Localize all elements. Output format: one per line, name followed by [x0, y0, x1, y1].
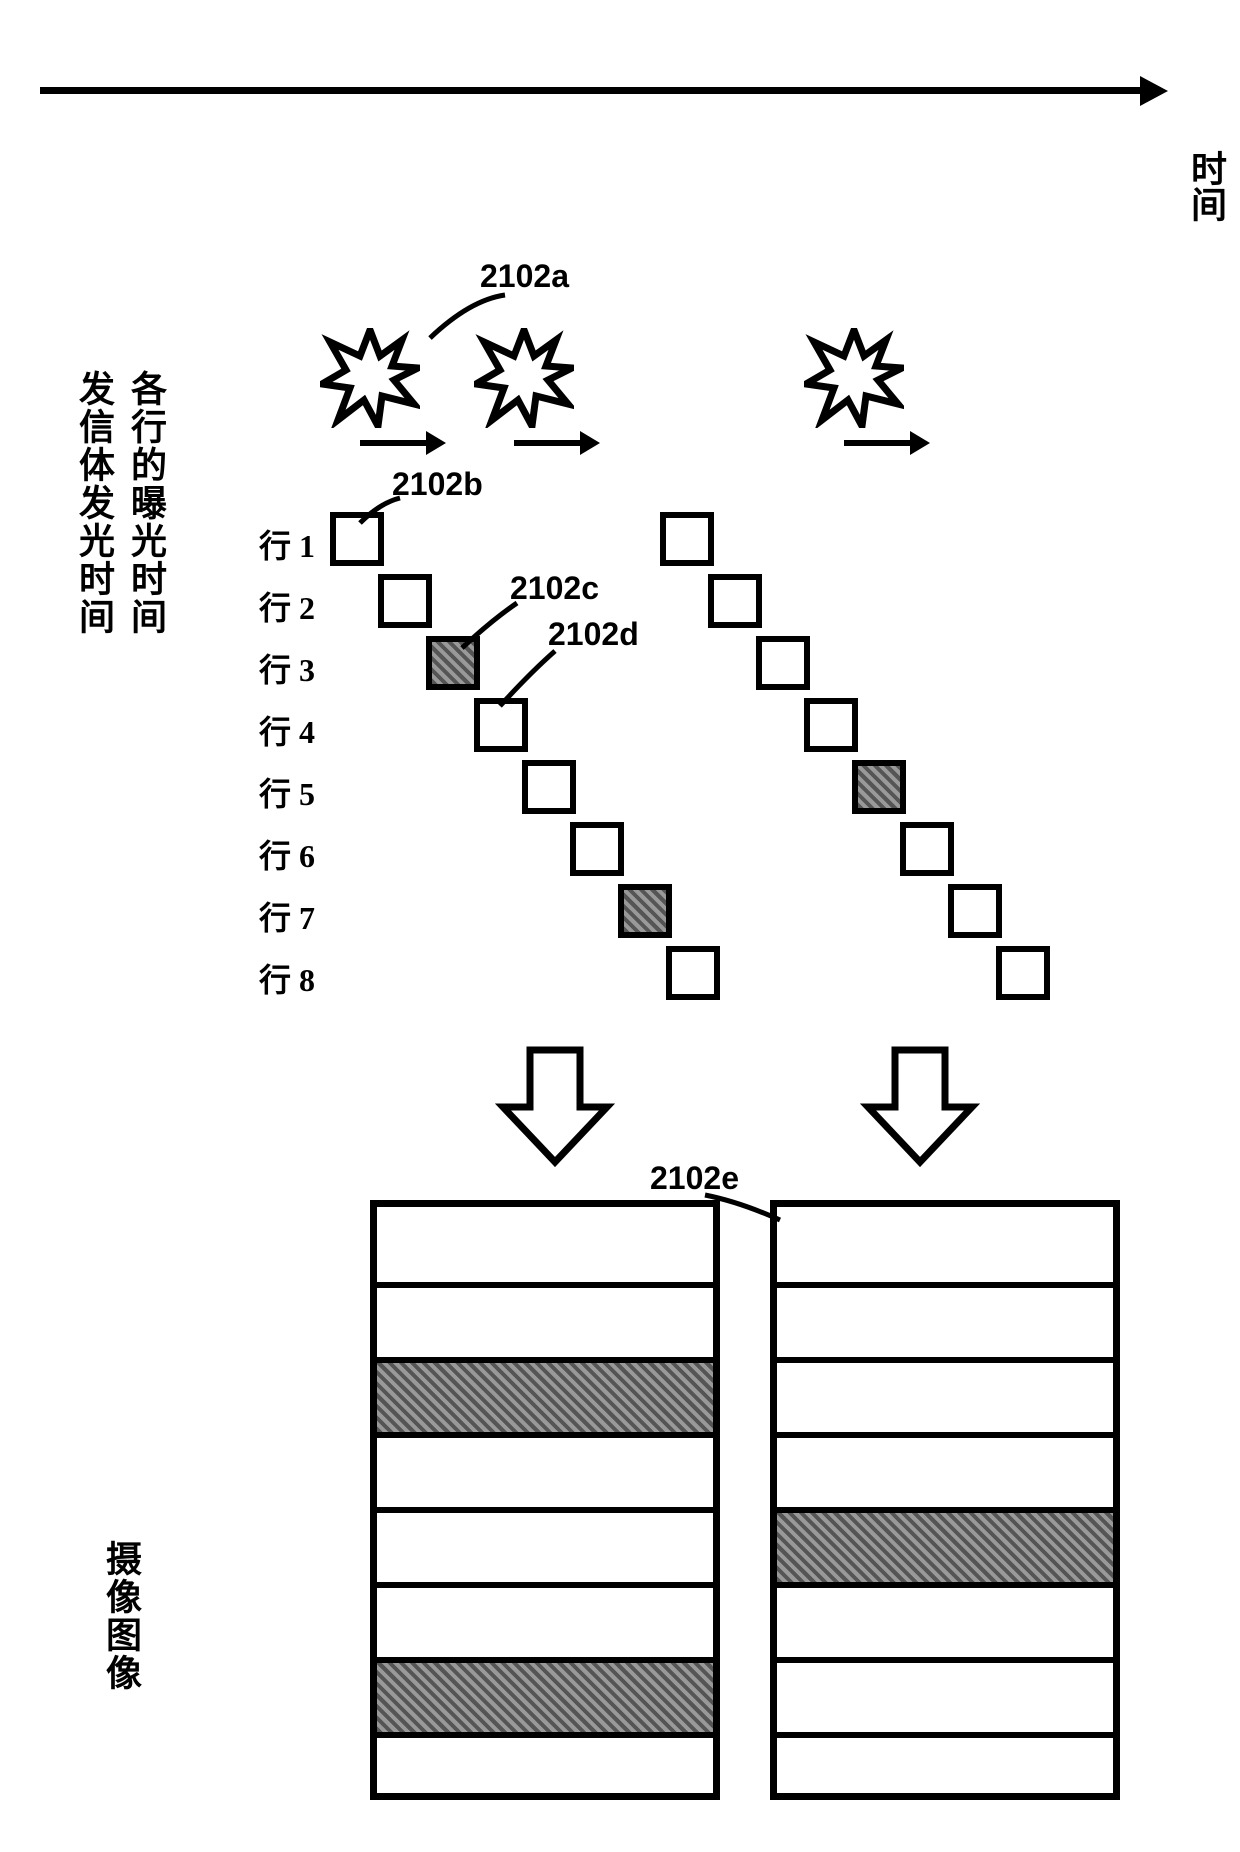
image-row [377, 1732, 713, 1793]
image-row [777, 1282, 1113, 1357]
label-row-exposure-time: 各行的曝光时间 [120, 370, 172, 636]
exposure-square-filled [618, 884, 672, 938]
image-row [377, 1282, 713, 1357]
sun-arrow [844, 440, 910, 446]
image-row [777, 1732, 1113, 1793]
image-row-shaded [377, 1657, 713, 1732]
leader-2102b [350, 495, 410, 535]
exposure-square [756, 636, 810, 690]
exposure-square [804, 698, 858, 752]
row-label: 行 8 [225, 955, 315, 1001]
image-row [377, 1207, 713, 1282]
exposure-square [378, 574, 432, 628]
row-label: 行 6 [225, 831, 315, 877]
leader-2102a [400, 290, 520, 360]
image-row [777, 1207, 1113, 1282]
exposure-square [900, 822, 954, 876]
time-axis-arrowhead [1140, 76, 1168, 106]
sun-arrow-head [910, 431, 930, 455]
row-label: 行 4 [225, 707, 315, 753]
row-label: 行 3 [225, 645, 315, 691]
down-arrow-icon [860, 1042, 980, 1177]
image-row-shaded [377, 1357, 713, 1432]
image-row [777, 1357, 1113, 1432]
captured-image-frame [770, 1200, 1120, 1800]
exposure-square [660, 512, 714, 566]
image-row-shaded [777, 1507, 1113, 1582]
time-axis-label: 时间 [1180, 150, 1232, 222]
sun-arrow-head [426, 431, 446, 455]
exposure-square [996, 946, 1050, 1000]
leader-2102e [700, 1192, 790, 1232]
image-row [777, 1657, 1113, 1732]
sun-arrow [514, 440, 580, 446]
row-label: 行 1 [225, 521, 315, 567]
exposure-square [522, 760, 576, 814]
label-captured-image: 摄像图像 [95, 1540, 147, 1692]
captured-image-frame [370, 1200, 720, 1800]
sun-arrow-head [580, 431, 600, 455]
sun-icon [804, 328, 904, 428]
leader-2102d [490, 648, 570, 718]
image-row [777, 1432, 1113, 1507]
label-emitter-time: 发信体发光时间 [68, 370, 120, 636]
exposure-square [708, 574, 762, 628]
time-axis-line [40, 87, 1140, 94]
image-row [377, 1432, 713, 1507]
exposure-square [948, 884, 1002, 938]
image-row [377, 1582, 713, 1657]
figure-container: 时间 发信体发光时间 各行的曝光时间 摄像图像 2102a 行 1 行 2 行 … [0, 0, 1240, 1852]
sun-arrow [360, 440, 426, 446]
exposure-square-filled [852, 760, 906, 814]
row-label: 行 7 [225, 893, 315, 939]
image-row [777, 1582, 1113, 1657]
exposure-square [570, 822, 624, 876]
exposure-square [666, 946, 720, 1000]
row-label: 行 2 [225, 583, 315, 629]
down-arrow-icon [495, 1042, 615, 1177]
image-row [377, 1507, 713, 1582]
row-label: 行 5 [225, 769, 315, 815]
